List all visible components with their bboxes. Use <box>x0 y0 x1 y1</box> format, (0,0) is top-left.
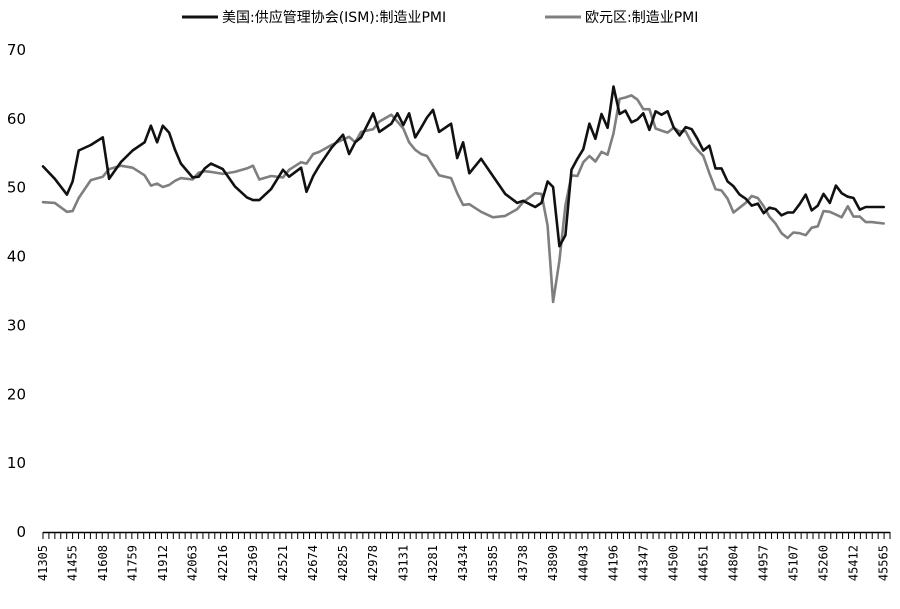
x-tick-label-44957: 44957 <box>757 545 771 581</box>
x-tick-label-42825: 42825 <box>336 545 350 581</box>
series-layer <box>41 85 885 304</box>
x-tick-label-43131: 43131 <box>396 545 410 581</box>
x-tick-label-44500: 44500 <box>667 545 681 581</box>
legend-label-0: 美国:供应管理协会(ISM):制造业PMI <box>222 9 446 26</box>
y-tick-label-40: 40 <box>7 248 26 266</box>
y-tick-label-0: 0 <box>16 523 26 541</box>
x-tick-label-44651: 44651 <box>696 545 710 581</box>
x-tick-label-42521: 42521 <box>276 545 290 581</box>
legend: 美国:供应管理协会(ISM):制造业PMI 欧元区:制造业PMI <box>182 9 698 26</box>
series-line-0 <box>41 85 885 248</box>
x-tick-label-42216: 42216 <box>216 545 230 581</box>
x-tick-label-43281: 43281 <box>426 545 440 581</box>
x-tick-label-42978: 42978 <box>366 545 380 581</box>
x-tick-label-45260: 45260 <box>817 545 831 581</box>
x-tick-label-42674: 42674 <box>306 545 320 581</box>
y-tick-label-60: 60 <box>7 110 26 128</box>
y-tick-label-10: 10 <box>7 454 26 472</box>
x-tick-label-41455: 41455 <box>66 545 80 581</box>
x-tick-label-42063: 42063 <box>186 545 200 581</box>
x-tick-label-43585: 43585 <box>486 545 500 581</box>
x-tick-label-45565: 45565 <box>877 545 891 581</box>
x-tick-label-42369: 42369 <box>246 545 260 581</box>
y-tick-label-50: 50 <box>7 179 26 197</box>
x-tick-label-43434: 43434 <box>456 545 470 581</box>
x-tick-label-45107: 45107 <box>786 545 800 581</box>
legend-label-1: 欧元区:制造业PMI <box>585 10 698 26</box>
x-axis: 41305 41455 41608 41759 41912 42063 42216 42369… <box>36 531 891 581</box>
x-tick-label-41305: 41305 <box>36 545 50 581</box>
x-tick-label-44804: 44804 <box>727 545 741 581</box>
y-tick-label-20: 20 <box>7 385 26 403</box>
x-tick-label-44043: 44043 <box>576 545 590 581</box>
x-tick-label-45412: 45412 <box>847 545 861 581</box>
y-axis: 0 10 20 30 40 50 60 70 <box>7 41 26 541</box>
series-line-1 <box>41 94 885 304</box>
x-tick-label-43738: 43738 <box>516 545 530 581</box>
x-tick-label-43890: 43890 <box>546 545 560 581</box>
x-axis-minor-ticks <box>42 532 891 539</box>
x-tick-label-41759: 41759 <box>126 545 140 581</box>
y-tick-label-70: 70 <box>7 41 26 59</box>
x-tick-label-44347: 44347 <box>636 545 650 581</box>
x-tick-label-44196: 44196 <box>607 545 621 581</box>
y-tick-label-30: 30 <box>7 316 26 334</box>
x-tick-label-41608: 41608 <box>96 545 110 581</box>
x-tick-label-41912: 41912 <box>156 545 170 581</box>
